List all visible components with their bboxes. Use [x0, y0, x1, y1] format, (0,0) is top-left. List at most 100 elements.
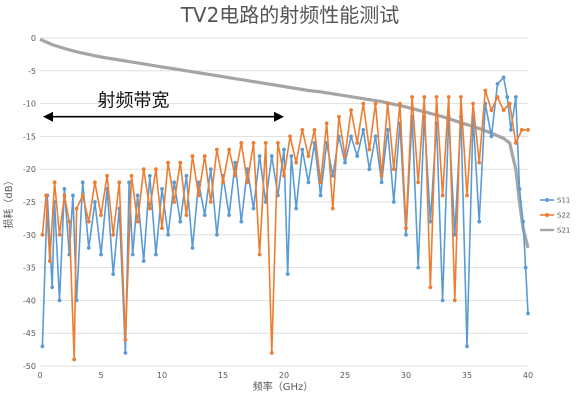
data-point-s11 — [251, 206, 256, 211]
x-tick-label: 35 — [462, 371, 472, 380]
x-tick-label: 5 — [98, 371, 103, 380]
data-point-s22 — [47, 259, 52, 263]
legend: S11 S22 S21 — [540, 197, 570, 235]
data-point-s11 — [257, 154, 262, 158]
y-tick-label: -30 — [23, 231, 36, 240]
data-point-s11 — [367, 167, 372, 172]
data-point-s11 — [178, 219, 183, 224]
data-point-s22 — [99, 213, 103, 218]
data-point-s22 — [507, 101, 512, 106]
data-point-s22 — [117, 180, 122, 185]
data-point-s22 — [306, 154, 311, 158]
x-tick-labels: 0 5 10 15 20 25 30 35 40 — [37, 371, 533, 380]
data-point-s11 — [289, 154, 294, 158]
data-point-s11 — [465, 344, 469, 349]
x-tick-label: 0 — [37, 371, 42, 380]
data-point-s22 — [526, 127, 530, 132]
data-point-s22 — [172, 200, 177, 204]
data-point-s11 — [233, 160, 238, 165]
data-point-s22 — [446, 95, 451, 99]
data-point-s11 — [489, 134, 494, 139]
data-point-s22 — [489, 108, 494, 113]
data-point-s22 — [160, 226, 164, 231]
data-point-s22 — [263, 141, 268, 145]
legend-label-s11: S11 — [557, 197, 570, 205]
data-point-s22 — [111, 232, 116, 237]
data-point-s22 — [410, 95, 414, 99]
data-point-s22 — [40, 232, 45, 237]
data-point-s22 — [459, 95, 463, 99]
data-point-s11 — [50, 285, 55, 290]
data-point-s22 — [269, 350, 274, 355]
data-point-s11 — [127, 180, 131, 185]
data-point-s22 — [202, 154, 207, 158]
data-point-s22 — [288, 134, 292, 139]
data-point-s22 — [141, 167, 146, 172]
data-point-s11 — [80, 180, 85, 185]
x-tick-label: 40 — [523, 371, 533, 380]
data-point-s22 — [251, 141, 256, 145]
data-point-s11 — [166, 232, 171, 237]
data-point-s11 — [147, 173, 152, 178]
data-point-s11 — [306, 180, 311, 185]
data-point-s22 — [398, 101, 402, 106]
data-point-s22 — [72, 357, 77, 362]
data-point-s11 — [245, 167, 250, 172]
data-point-s11 — [208, 167, 213, 172]
data-point-s22 — [215, 147, 219, 152]
data-point-s22 — [93, 180, 97, 185]
data-point-s11 — [172, 180, 177, 185]
data-point-s11 — [215, 232, 219, 237]
data-point-s11 — [513, 95, 518, 99]
data-point-s22 — [221, 180, 225, 185]
data-point-s22 — [312, 127, 317, 132]
data-point-s22 — [62, 193, 67, 198]
data-point-s11 — [404, 232, 408, 237]
data-point-s11 — [343, 160, 347, 165]
series-line-s21 — [39, 37, 530, 249]
data-point-s22 — [74, 206, 79, 211]
x-tick-label: 15 — [218, 371, 228, 380]
data-point-s22 — [208, 200, 213, 204]
legend-marker-s11 — [545, 198, 549, 202]
data-point-s11 — [517, 186, 522, 191]
data-point-s11 — [523, 265, 528, 270]
data-point-s22 — [282, 173, 286, 178]
data-point-s22 — [105, 173, 109, 178]
series-layer — [39, 37, 530, 362]
x-tick-label: 20 — [279, 371, 289, 380]
data-point-s11 — [391, 200, 396, 204]
data-point-s22 — [343, 154, 347, 158]
data-point-s22 — [178, 160, 183, 165]
data-point-s22 — [361, 101, 366, 106]
data-point-s11 — [269, 154, 274, 158]
data-point-s22 — [385, 101, 390, 106]
data-point-s22 — [324, 121, 329, 126]
data-point-s22 — [318, 180, 323, 185]
bandwidth-annotation: 射频带宽 — [43, 91, 284, 122]
data-point-s22 — [129, 173, 134, 178]
data-point-s22 — [123, 337, 128, 342]
data-point-s22 — [135, 219, 140, 224]
data-point-s22 — [355, 141, 360, 145]
data-point-s11 — [505, 95, 510, 99]
data-point-s22 — [404, 226, 408, 231]
y-tick-label: -35 — [23, 264, 36, 273]
data-point-s22 — [184, 213, 189, 218]
data-point-s22 — [349, 108, 353, 113]
chart-title: TV2电路的射频性能测试 — [180, 3, 400, 27]
data-point-s11 — [385, 127, 390, 132]
data-point-s11 — [477, 219, 482, 224]
data-point-s11 — [318, 193, 323, 198]
data-point-s22 — [227, 147, 232, 152]
data-point-s11 — [282, 147, 286, 152]
x-tick-label: 30 — [401, 371, 411, 380]
data-point-s11 — [452, 232, 457, 237]
data-point-s22 — [501, 108, 506, 113]
data-point-s22 — [257, 252, 262, 257]
y-tick-label: -25 — [23, 198, 36, 207]
data-point-s11 — [495, 82, 500, 86]
y-tick-label: 0 — [31, 34, 36, 43]
data-point-s11 — [355, 154, 360, 158]
x-tick-label: 25 — [340, 371, 350, 380]
